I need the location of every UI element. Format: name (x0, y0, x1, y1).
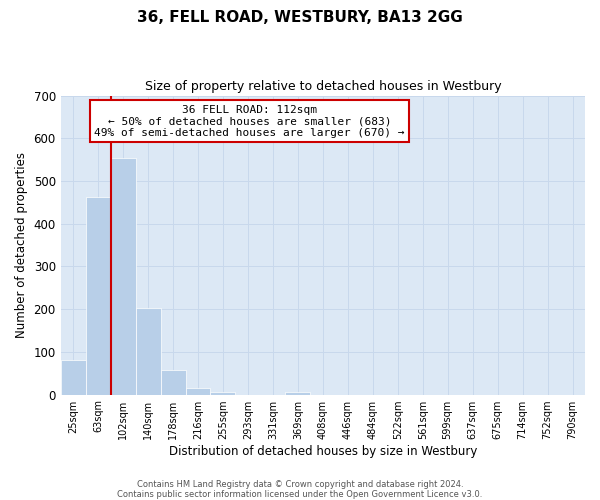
Bar (61, 360, 86, 394)
Bar (161, 370, 185, 394)
Text: Contains HM Land Registry data © Crown copyright and database right 2024.: Contains HM Land Registry data © Crown c… (137, 480, 463, 489)
Bar (185, 388, 211, 394)
Bar (86, 197, 110, 394)
Bar (110, 158, 136, 394)
Text: 36, FELL ROAD, WESTBURY, BA13 2GG: 36, FELL ROAD, WESTBURY, BA13 2GG (137, 10, 463, 25)
Bar (136, 308, 161, 394)
Bar (211, 392, 235, 394)
Text: Contains public sector information licensed under the Open Government Licence v3: Contains public sector information licen… (118, 490, 482, 499)
Y-axis label: Number of detached properties: Number of detached properties (15, 152, 28, 338)
X-axis label: Distribution of detached houses by size in Westbury: Distribution of detached houses by size … (169, 444, 477, 458)
Title: Size of property relative to detached houses in Westbury: Size of property relative to detached ho… (145, 80, 501, 93)
Text: 36 FELL ROAD: 112sqm
← 50% of detached houses are smaller (683)
49% of semi-deta: 36 FELL ROAD: 112sqm ← 50% of detached h… (94, 104, 404, 138)
Bar (286, 392, 310, 394)
